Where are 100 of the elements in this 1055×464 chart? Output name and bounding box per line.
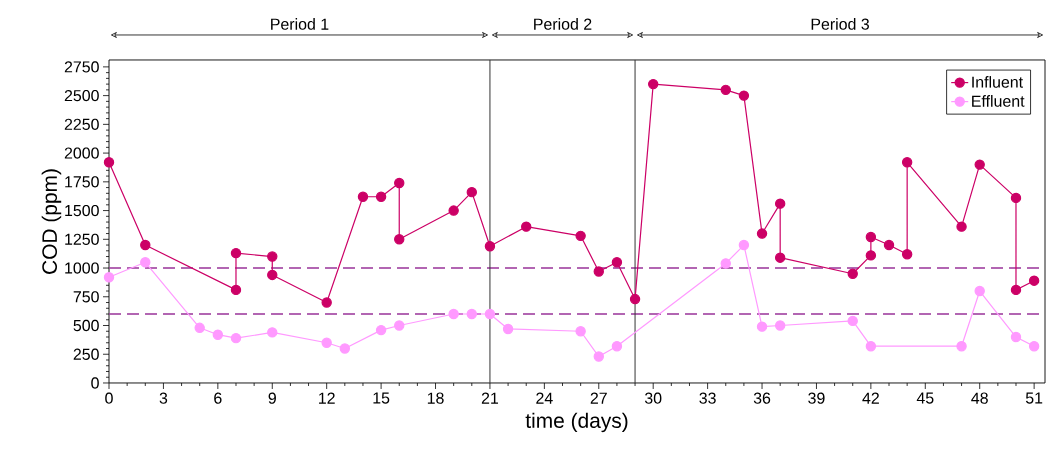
x-tick-label: 24 bbox=[536, 392, 553, 404]
point bbox=[466, 308, 477, 320]
point bbox=[212, 329, 224, 340]
point bbox=[611, 257, 623, 268]
point bbox=[738, 90, 750, 101]
x-tick-label: 3 bbox=[159, 392, 168, 404]
x-tick-label: 27 bbox=[590, 392, 607, 404]
y-tick-label: 500 bbox=[73, 319, 99, 332]
point bbox=[648, 78, 659, 90]
x-tick-label: 45 bbox=[916, 392, 934, 404]
x-tick-label: 21 bbox=[481, 392, 499, 404]
point bbox=[1028, 275, 1040, 286]
x-tick-label: 0 bbox=[105, 392, 113, 404]
point bbox=[611, 341, 623, 352]
point bbox=[575, 230, 586, 242]
y-tick-label: 2250 bbox=[64, 118, 99, 130]
point bbox=[466, 186, 477, 198]
point bbox=[357, 191, 369, 202]
point bbox=[629, 293, 641, 305]
point bbox=[720, 258, 731, 269]
y-tick-label: 0 bbox=[91, 377, 99, 389]
point bbox=[865, 341, 877, 352]
point bbox=[267, 327, 278, 338]
text: Period 3 bbox=[811, 18, 869, 30]
point bbox=[339, 343, 351, 354]
point bbox=[1010, 331, 1022, 343]
point bbox=[194, 322, 205, 334]
point bbox=[140, 239, 151, 251]
point bbox=[484, 241, 496, 252]
x-tick-label: 42 bbox=[862, 392, 879, 404]
point bbox=[720, 84, 731, 96]
legend-label: Effluent bbox=[972, 95, 1025, 107]
x-tick-label: 30 bbox=[644, 392, 662, 404]
point bbox=[140, 257, 151, 268]
point bbox=[847, 315, 858, 327]
x-tick-label: 18 bbox=[427, 392, 444, 404]
point bbox=[738, 239, 750, 251]
point bbox=[448, 308, 459, 320]
x-tick-label: 12 bbox=[319, 392, 335, 404]
y-tick-label: 250 bbox=[73, 348, 99, 360]
point bbox=[901, 249, 913, 260]
point bbox=[756, 228, 768, 239]
x-tick-label: 15 bbox=[373, 392, 390, 404]
point bbox=[901, 157, 913, 168]
x-tick-label: 51 bbox=[1025, 392, 1043, 404]
y-tick-label: 2500 bbox=[64, 89, 99, 102]
point bbox=[774, 320, 786, 331]
point bbox=[267, 269, 278, 281]
point bbox=[1028, 341, 1040, 352]
point bbox=[502, 323, 514, 335]
point bbox=[230, 284, 242, 296]
x-tick-label: 6 bbox=[214, 392, 222, 404]
x-tick-label: 36 bbox=[753, 392, 771, 404]
y-tick-label: 2000 bbox=[64, 147, 99, 159]
point bbox=[230, 247, 242, 259]
point bbox=[593, 266, 604, 277]
y-tick-label: 1250 bbox=[65, 233, 99, 245]
point bbox=[974, 159, 985, 170]
x-tick-label: 9 bbox=[268, 392, 276, 404]
point bbox=[394, 320, 405, 331]
point bbox=[756, 321, 768, 332]
y-tick-label: 2750 bbox=[64, 61, 99, 73]
x-axis-title: time (days) bbox=[525, 412, 628, 433]
point bbox=[394, 177, 405, 189]
point bbox=[575, 326, 586, 337]
point bbox=[865, 250, 877, 261]
x-tick-label: 33 bbox=[699, 392, 716, 404]
point bbox=[103, 157, 115, 168]
point bbox=[375, 324, 387, 336]
point bbox=[956, 221, 967, 232]
text: Period 2 bbox=[534, 18, 592, 30]
point bbox=[321, 297, 332, 308]
y-axis-title: COD (ppm) bbox=[41, 169, 62, 274]
point bbox=[865, 231, 877, 243]
point bbox=[774, 252, 786, 263]
y-tick-label: 1500 bbox=[65, 204, 99, 217]
point bbox=[1010, 192, 1022, 204]
point bbox=[774, 198, 786, 209]
point bbox=[974, 285, 985, 297]
legend-label: Influent bbox=[972, 76, 1023, 88]
point bbox=[1010, 284, 1022, 296]
point bbox=[375, 191, 387, 202]
point bbox=[883, 239, 895, 251]
y-tick-label: 750 bbox=[73, 291, 99, 303]
point bbox=[847, 268, 858, 279]
point bbox=[956, 341, 967, 352]
text: Period 1 bbox=[271, 18, 329, 30]
point bbox=[230, 332, 242, 344]
point bbox=[394, 234, 405, 245]
point bbox=[267, 251, 278, 262]
point bbox=[448, 205, 459, 216]
point bbox=[321, 337, 332, 348]
y-tick-label: 1750 bbox=[65, 176, 99, 188]
point bbox=[484, 308, 496, 320]
point bbox=[103, 272, 115, 283]
x-tick-label: 48 bbox=[971, 392, 988, 404]
x-tick-label: 39 bbox=[808, 392, 825, 404]
point bbox=[593, 351, 604, 362]
y-tick-label: 1000 bbox=[65, 262, 99, 274]
point bbox=[521, 221, 532, 232]
